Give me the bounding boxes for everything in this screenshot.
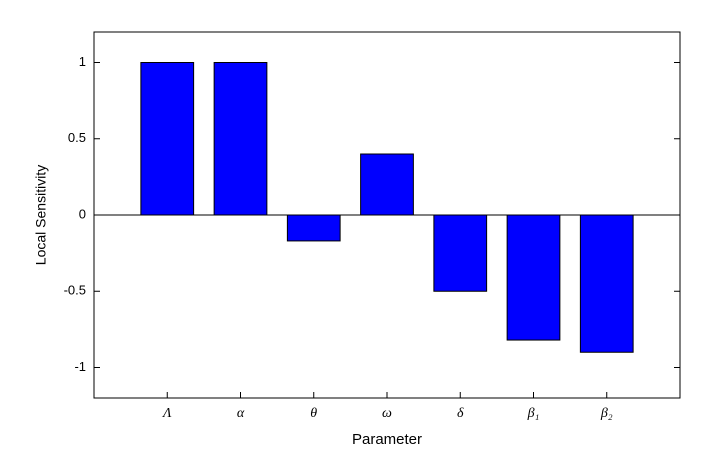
y-tick-label: -0.5 [64, 283, 86, 298]
y-tick-label: 0 [79, 206, 86, 221]
axes-box [93, 31, 681, 399]
x-tick-label: ω [382, 406, 392, 421]
x-tick-label: Λ [161, 406, 172, 421]
x-tick-label: α [237, 406, 245, 421]
y-axis-label: Local Sensitivity [33, 165, 49, 265]
bar [140, 62, 195, 216]
bar [286, 214, 341, 242]
bar [506, 214, 561, 341]
y-tick-label: -1 [74, 359, 86, 374]
x-axis-label: Parameter [352, 431, 422, 448]
x-tick-label: β₁ [527, 406, 540, 421]
y-tick-label: 1 [79, 54, 86, 69]
x-tick-label: β₂ [600, 406, 613, 421]
bar [433, 214, 488, 292]
x-tick-label: θ [310, 406, 317, 421]
bar [579, 214, 634, 353]
bar [213, 62, 268, 216]
y-tick-label: 0.5 [68, 130, 86, 145]
bar [360, 153, 414, 216]
x-tick-label: δ [457, 406, 464, 421]
